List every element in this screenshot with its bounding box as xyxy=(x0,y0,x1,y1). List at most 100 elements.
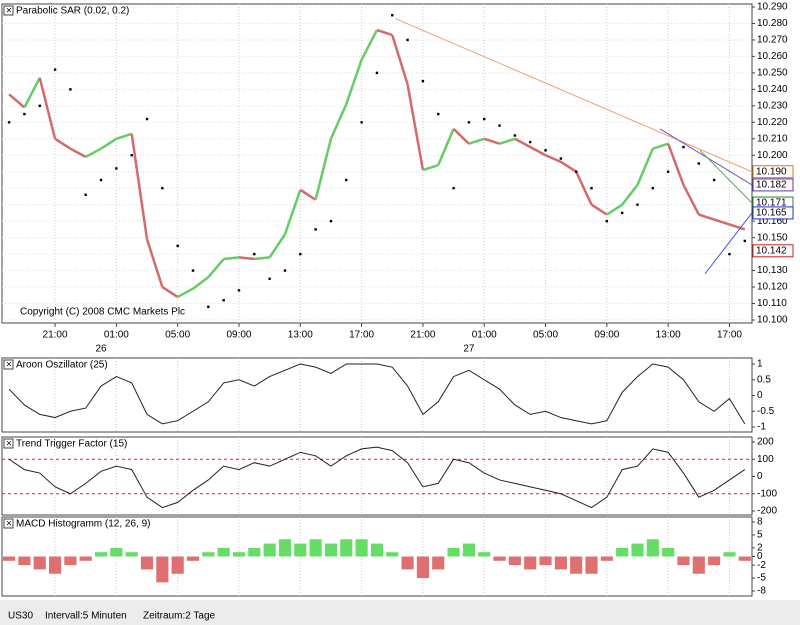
title-icon xyxy=(3,5,14,16)
price-segment xyxy=(207,258,225,278)
trendline xyxy=(704,212,753,275)
histogram-bar xyxy=(278,539,292,557)
sar-dot xyxy=(513,134,517,137)
y-tick-label: -0.5 xyxy=(757,406,775,417)
sar-dot xyxy=(666,170,670,173)
histogram-bar xyxy=(738,556,751,561)
price-segment xyxy=(329,103,348,140)
x-tick-label: 01:00 xyxy=(104,330,129,341)
y-tick-label: 0 xyxy=(757,551,763,562)
price-label-box xyxy=(752,206,794,220)
trendline xyxy=(395,18,753,173)
price-label: 10.190 xyxy=(756,166,787,177)
price-segment xyxy=(636,148,654,186)
sar-dot xyxy=(84,193,87,196)
histogram-bar xyxy=(370,543,384,557)
panel-frame xyxy=(1,3,753,324)
y-tick-label: 10.210 xyxy=(757,133,788,144)
panel-frame xyxy=(1,436,753,516)
price-segment xyxy=(590,203,608,216)
y-tick-label: 10.230 xyxy=(757,100,788,111)
sar-dot xyxy=(590,187,593,190)
y-tick-label: 200 xyxy=(757,437,774,448)
sar-dot xyxy=(191,269,195,272)
price-segment xyxy=(468,137,485,145)
sar-dot xyxy=(391,14,394,17)
sar-dot xyxy=(345,178,348,182)
title-icon-x: × xyxy=(6,519,12,530)
y-tick-label: 2 xyxy=(757,543,763,554)
title-icon xyxy=(3,359,14,370)
sar-dot xyxy=(23,112,26,116)
y-tick-label: 10.260 xyxy=(757,51,788,62)
price-segment xyxy=(145,238,164,288)
histogram-bar xyxy=(94,552,108,557)
x-tick-label: 09:00 xyxy=(594,330,619,341)
histogram-bar xyxy=(340,539,353,557)
x-tick-label: 05:00 xyxy=(165,330,190,341)
sar-dot xyxy=(145,117,149,121)
histogram-bar xyxy=(386,552,399,557)
histogram-bar xyxy=(48,556,62,574)
histogram-bar xyxy=(539,556,552,566)
x-tick-label: 21:00 xyxy=(43,330,68,341)
histogram-bar xyxy=(156,556,169,583)
price-segment xyxy=(682,184,700,216)
histogram-bar xyxy=(248,547,261,557)
sar-dot xyxy=(743,239,746,243)
histogram-bar xyxy=(677,556,690,566)
histogram-bar xyxy=(217,547,230,557)
histogram-bar xyxy=(600,556,613,561)
y-tick-label: 10.110 xyxy=(757,298,787,309)
sar-dot xyxy=(130,154,133,157)
sar-dot xyxy=(498,124,501,127)
trendline xyxy=(699,149,753,204)
price-label: 10.165 xyxy=(756,208,787,219)
x-tick-label: 17:00 xyxy=(717,330,742,341)
day-label: 26 xyxy=(95,344,107,355)
y-tick-label: 10.150 xyxy=(757,232,788,243)
price-segment xyxy=(698,213,715,221)
histogram-bar xyxy=(692,556,705,574)
footer-range: Zeitraum:2 Tage xyxy=(143,611,216,622)
histogram-bar xyxy=(263,543,276,557)
histogram-bar xyxy=(447,547,460,557)
sar-dot xyxy=(329,219,333,223)
histogram-bar xyxy=(110,547,123,557)
histogram-bar xyxy=(554,556,567,570)
title-icon-x: × xyxy=(6,6,12,17)
histogram-bar xyxy=(171,556,184,574)
price-segment xyxy=(115,132,133,140)
histogram-bar xyxy=(324,543,338,557)
sar-dot xyxy=(222,299,225,302)
sar-dot xyxy=(7,121,11,124)
sar-dot xyxy=(651,187,655,190)
sar-dot xyxy=(99,178,103,182)
price-label: 10.182 xyxy=(756,180,787,191)
y-tick-label: 10.270 xyxy=(757,35,788,46)
price-segment xyxy=(514,137,531,149)
y-tick-label: -5 xyxy=(757,573,766,584)
y-tick-label: 10.200 xyxy=(757,150,788,161)
y-tick-label: 10.120 xyxy=(757,282,788,293)
y-tick-label: -1 xyxy=(757,422,766,433)
y-tick-label: 10.280 xyxy=(757,18,788,29)
sar-dot xyxy=(559,157,563,160)
price-segment xyxy=(299,188,317,201)
histogram-bar xyxy=(616,547,629,557)
sar-dot xyxy=(574,170,578,173)
histogram-bar xyxy=(355,539,368,557)
histogram-bar xyxy=(585,556,598,574)
histogram-bar xyxy=(309,539,322,557)
histogram-bar xyxy=(631,543,644,557)
histogram-bar xyxy=(294,543,307,557)
price-label-box xyxy=(752,244,794,258)
y-tick-label: 5 xyxy=(757,530,763,541)
price-segment xyxy=(85,147,102,159)
histogram-bar xyxy=(232,552,246,557)
sar-dot xyxy=(53,68,57,71)
sar-dot xyxy=(207,305,210,309)
x-tick-label: 05:00 xyxy=(533,330,558,341)
price-segment xyxy=(729,223,746,231)
price-segment xyxy=(545,154,562,164)
